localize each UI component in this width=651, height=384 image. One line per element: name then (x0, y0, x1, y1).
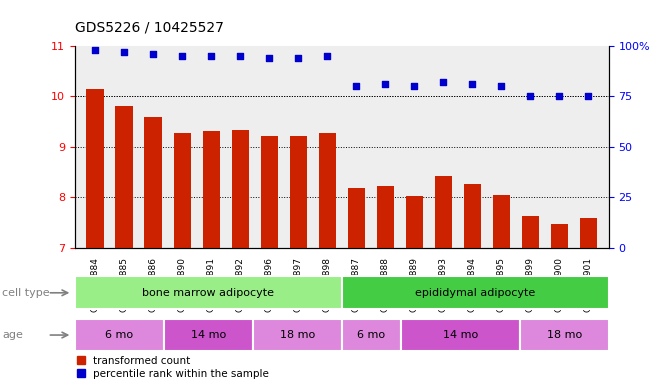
Bar (376, 186, 394, 248)
Text: 6 mo: 6 mo (105, 330, 133, 340)
Point (177, 53, 187, 59)
Bar (551, 224, 568, 248)
Bar (174, 133, 191, 248)
Bar (145, 117, 162, 248)
Bar (493, 195, 510, 248)
Point (554, 93, 564, 99)
Text: epididymal adipocyte: epididymal adipocyte (415, 288, 535, 298)
Point (467, 81, 478, 88)
Bar (290, 136, 307, 248)
Bar (579, 218, 597, 248)
Point (525, 93, 536, 99)
Point (119, 49, 130, 55)
Text: 14 mo: 14 mo (443, 330, 478, 340)
Point (351, 83, 361, 89)
Point (235, 53, 245, 59)
Bar (464, 184, 481, 248)
Point (206, 53, 216, 59)
Bar (232, 130, 249, 248)
Text: GDS5226 / 10425527: GDS5226 / 10425527 (75, 21, 224, 35)
Point (90, 47, 100, 53)
Bar (348, 188, 365, 248)
Bar (521, 217, 539, 248)
Text: bone marrow adipocyte: bone marrow adipocyte (143, 288, 274, 298)
Legend: transformed count, percentile rank within the sample: transformed count, percentile rank withi… (77, 356, 270, 379)
Text: 6 mo: 6 mo (357, 330, 385, 340)
Text: cell type: cell type (2, 288, 49, 298)
Bar (260, 136, 278, 248)
Point (322, 53, 333, 59)
Point (438, 79, 449, 85)
Point (148, 51, 158, 57)
Text: 18 mo: 18 mo (280, 330, 315, 340)
Bar (202, 131, 220, 248)
Bar (87, 89, 104, 248)
Point (293, 55, 303, 61)
Point (409, 83, 419, 89)
Bar (115, 106, 133, 248)
Text: 18 mo: 18 mo (547, 330, 582, 340)
Text: 14 mo: 14 mo (191, 330, 226, 340)
Bar (406, 196, 423, 248)
Point (496, 83, 506, 89)
Point (380, 81, 391, 88)
Point (583, 93, 594, 99)
Bar (318, 133, 336, 248)
Bar (435, 175, 452, 248)
Point (264, 55, 275, 61)
Text: age: age (2, 330, 23, 340)
